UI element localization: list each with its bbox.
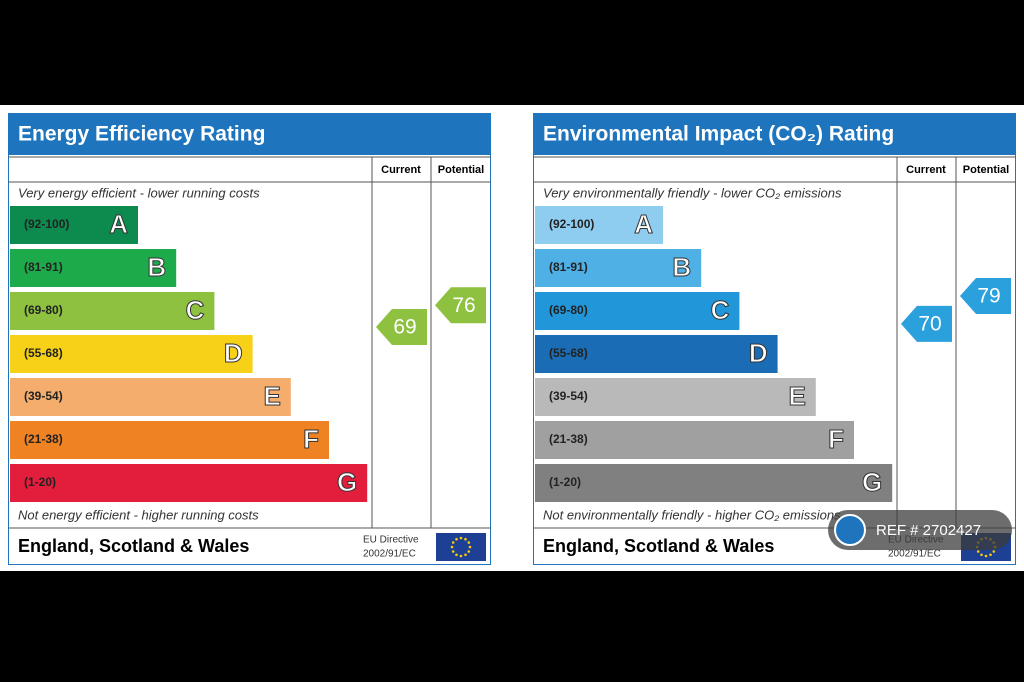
rating-band [535, 378, 816, 416]
eu-star [989, 553, 992, 557]
eu-star [976, 550, 980, 553]
footer-region: England, Scotland & Wales [18, 536, 249, 556]
rating-arrow [960, 278, 1011, 314]
directive-code: 2002/91/EC [363, 549, 416, 560]
watermark-icon [834, 514, 866, 546]
top-note: Very environmentally friendly - lower CO… [543, 185, 842, 200]
rating-value: 76 [452, 294, 475, 317]
eu-star [992, 550, 996, 553]
bottom-note: Not energy efficient - higher running co… [18, 507, 259, 522]
eu-star [464, 537, 467, 541]
eu-star [451, 550, 455, 553]
band-range: (92-100) [549, 217, 594, 231]
rating-band [535, 249, 702, 287]
rating-band [10, 378, 291, 416]
eu-star [459, 554, 463, 558]
band-letter: A [634, 209, 653, 239]
eu-star [464, 553, 467, 557]
eu-star [468, 545, 472, 549]
rating-arrow [376, 309, 427, 345]
rating-band [535, 421, 854, 459]
band-range: (1-20) [549, 475, 581, 489]
rating-arrow [901, 305, 952, 342]
band-range: (21-38) [24, 432, 63, 446]
band-range: (81-91) [549, 260, 588, 274]
rating-band [535, 206, 663, 244]
band-range: (21-38) [549, 432, 588, 446]
eu-star [455, 553, 458, 557]
band-range: (92-100) [24, 217, 69, 231]
band-letter: G [862, 467, 882, 497]
band-letter: A [109, 209, 128, 239]
column-header: Current [381, 164, 421, 176]
band-letter: B [147, 252, 166, 282]
rating-band [535, 464, 893, 502]
eu-star [455, 537, 458, 541]
panel-title: Energy Efficiency Rating [18, 123, 265, 146]
rating-band [10, 249, 177, 287]
band-range: (81-91) [24, 260, 63, 274]
eu-star [984, 554, 988, 558]
eu-star [980, 553, 983, 557]
eu-star [451, 541, 455, 544]
eu-star [459, 536, 463, 540]
band-range: (55-68) [549, 346, 588, 360]
rating-band [535, 335, 778, 373]
band-range: (69-80) [549, 303, 588, 317]
rating-band [10, 464, 368, 502]
band-range: (39-54) [24, 389, 63, 403]
rating-arrow [435, 287, 486, 324]
eu-star [450, 545, 454, 549]
rating-value: 79 [977, 285, 1000, 308]
watermark-bg [828, 510, 1012, 550]
rating-band [10, 292, 215, 330]
band-letter: E [788, 381, 805, 411]
band-letter: D [749, 338, 768, 368]
rating-panel: Environmental Impact (CO₂) Rating Current… [533, 113, 1016, 565]
footer-region: England, Scotland & Wales [543, 536, 774, 556]
column-header: Potential [438, 164, 484, 176]
band-letter: F [828, 424, 844, 454]
eu-star [467, 541, 471, 544]
top-note: Very energy efficient - lower running co… [18, 185, 260, 200]
eu-star [467, 550, 471, 553]
rating-band [10, 206, 138, 244]
band-letter: G [337, 467, 357, 497]
rating-value: 69 [393, 316, 416, 339]
band-letter: C [711, 295, 730, 325]
rating-band [535, 292, 740, 330]
band-letter: D [224, 338, 243, 368]
watermark: REF # 2702427 [876, 522, 981, 539]
directive: EU Directive [363, 535, 419, 546]
band-range: (69-80) [24, 303, 63, 317]
band-range: (1-20) [24, 475, 56, 489]
rating-panel: Energy Efficiency Rating Current Potential… [8, 113, 491, 565]
rating-value: 70 [918, 312, 941, 335]
column-header: Current [906, 164, 946, 176]
rating-band [10, 421, 329, 459]
band-letter: C [186, 295, 205, 325]
rating-band [10, 335, 253, 373]
band-range: (55-68) [24, 346, 63, 360]
bottom-note: Not environmentally friendly - higher CO… [543, 507, 841, 522]
directive-code: 2002/91/EC [888, 549, 941, 560]
band-letter: E [263, 381, 280, 411]
band-letter: B [672, 252, 691, 282]
band-range: (39-54) [549, 389, 588, 403]
panel-title: Environmental Impact (CO₂) Rating [543, 123, 894, 146]
band-letter: F [303, 424, 319, 454]
title-bar [533, 113, 1016, 155]
column-header: Potential [963, 164, 1009, 176]
title-bar [8, 113, 491, 155]
